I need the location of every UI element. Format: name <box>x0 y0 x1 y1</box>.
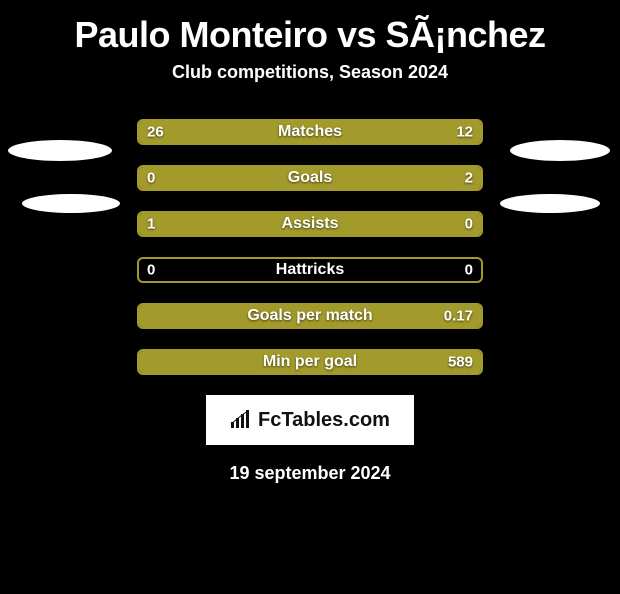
stat-row: 26 Matches 12 <box>137 119 483 145</box>
stat-label: Goals <box>288 169 332 187</box>
stat-value-right: 589 <box>448 354 473 371</box>
left-player-photo-top <box>8 140 112 161</box>
subtitle: Club competitions, Season 2024 <box>0 62 620 83</box>
stat-label: Assists <box>282 215 339 233</box>
stat-row: Min per goal 589 <box>137 349 483 375</box>
stat-row: 1 Assists 0 <box>137 211 483 237</box>
stat-value-left: 0 <box>147 170 155 187</box>
right-player-photo-top <box>510 140 610 161</box>
left-player-photo-bottom <box>22 194 120 213</box>
bar-chart-icon <box>230 410 252 430</box>
stat-value-left: 26 <box>147 124 164 141</box>
stat-row: 0 Hattricks 0 <box>137 257 483 283</box>
stat-value-right: 0 <box>465 216 473 233</box>
stat-row: Goals per match 0.17 <box>137 303 483 329</box>
stat-value-right: 0 <box>465 262 473 279</box>
brand-logo: FcTables.com <box>230 409 390 432</box>
stat-row: 0 Goals 2 <box>137 165 483 191</box>
page-title: Paulo Monteiro vs SÃ¡nchez <box>0 14 620 56</box>
date-text: 19 september 2024 <box>0 463 620 484</box>
stat-fill-right <box>194 167 481 189</box>
comparison-card: Paulo Monteiro vs SÃ¡nchez Club competit… <box>0 14 620 594</box>
stat-label: Hattricks <box>276 261 344 279</box>
stat-value-right: 0.17 <box>444 308 473 325</box>
stat-value-left: 0 <box>147 262 155 279</box>
brand-text: FcTables.com <box>258 409 390 432</box>
stat-label: Goals per match <box>247 307 372 325</box>
stat-label: Matches <box>278 123 342 141</box>
right-player-photo-bottom <box>500 194 600 213</box>
brand-badge[interactable]: FcTables.com <box>206 395 414 445</box>
stat-value-right: 2 <box>465 170 473 187</box>
stat-label: Min per goal <box>263 353 357 371</box>
stat-value-right: 12 <box>456 124 473 141</box>
stat-value-left: 1 <box>147 216 155 233</box>
